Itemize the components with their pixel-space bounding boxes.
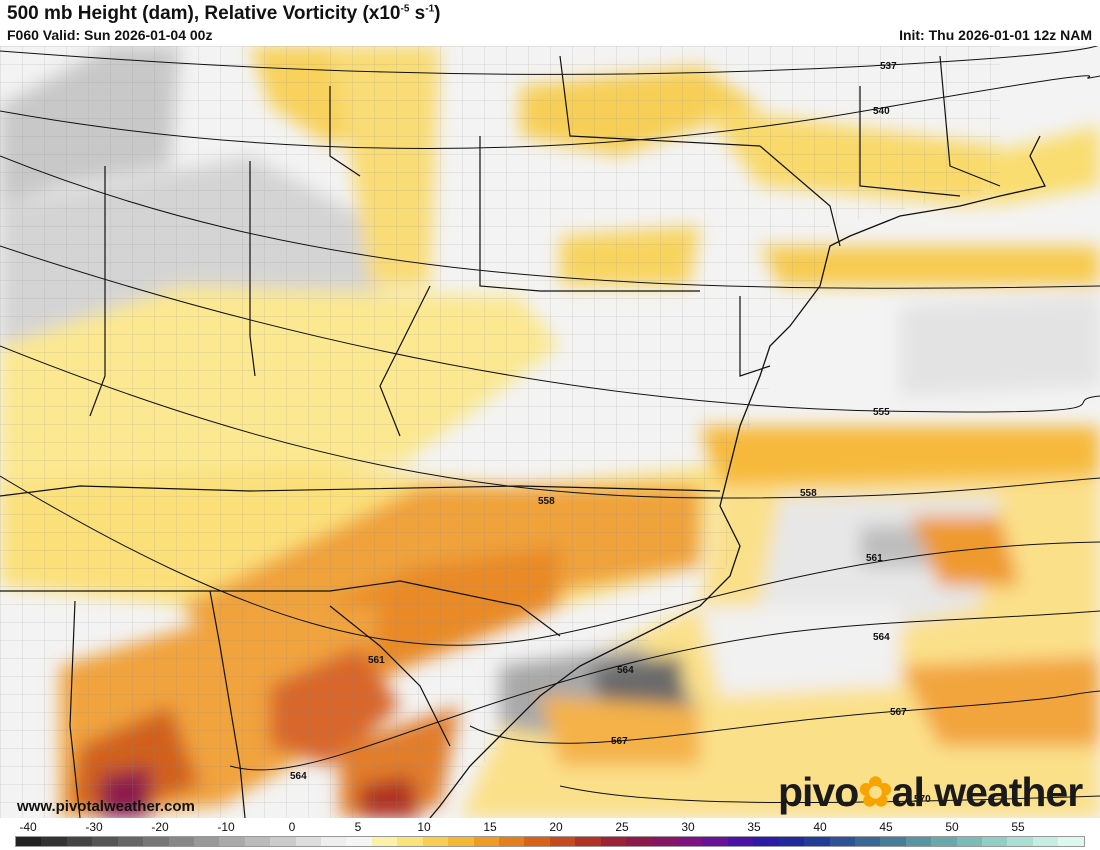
colorbar-tick: 55 (1011, 820, 1025, 834)
colorbar-swatch (143, 837, 169, 846)
contour-label: 564 (290, 771, 307, 782)
pivotal-weather-logo: pivo✿al weather (778, 769, 1083, 815)
colorbar-tick: -30 (85, 820, 103, 834)
colorbar-swatch (676, 837, 703, 846)
header: 500 mb Height (dam), Relative Vorticity … (0, 0, 1100, 46)
colorbar-swatch (448, 837, 474, 846)
colorbar-swatch (193, 837, 220, 846)
colorbar-swatch (117, 837, 144, 846)
colorbar-swatch (854, 837, 881, 846)
colorbar-swatch (982, 837, 1008, 846)
contour-label: 567 (611, 736, 628, 747)
colorbar-tick: 15 (483, 820, 497, 834)
colorbar-tick: 10 (417, 820, 431, 834)
colorbar-tick: 5 (354, 820, 362, 834)
colorbar: -40 -30 -20 -10 0 5 10 15 20 25 30 35 40… (0, 818, 1100, 850)
gear-icon: ✿ (858, 769, 892, 815)
colorbar-tick: 35 (747, 820, 761, 834)
colorbar-swatch (626, 837, 652, 846)
colorbar-swatch (778, 837, 805, 846)
colorbar-tick: 0 (288, 820, 296, 834)
contour-label: 561 (368, 655, 385, 666)
colorbar-tick: 45 (879, 820, 893, 834)
colorbar-swatch (397, 837, 423, 846)
colorbar-tick: 20 (549, 820, 563, 834)
map-canvas: 537 540 555 558 558 561 561 564 564 564 … (0, 46, 1100, 818)
contour-label: 570 (914, 794, 931, 805)
colorbar-swatch (829, 837, 855, 846)
colorbar-swatch (41, 837, 67, 846)
colorbar-swatch (524, 837, 550, 846)
colorbar-swatch (880, 837, 906, 846)
colorbar-swatch (575, 837, 601, 846)
colorbar-swatch (371, 837, 398, 846)
colorbar-swatch (727, 837, 754, 846)
contour-labels: 537 540 555 558 558 561 561 564 564 564 … (290, 61, 931, 805)
colorbar-tick: -20 (151, 820, 169, 834)
colorbar-swatch (321, 837, 347, 846)
colorbar-swatch (931, 837, 957, 846)
colorbar-swatch (219, 837, 245, 846)
colorbar-swatch (168, 837, 194, 846)
colorbar-swatch (1007, 837, 1033, 846)
colorbar-swatch (92, 837, 118, 846)
colorbar-swatch (346, 837, 372, 846)
coastline (429, 135, 1046, 818)
colorbar-tick: -10 (217, 820, 235, 834)
contour-label: 564 (617, 665, 634, 676)
colorbar-swatch (295, 837, 322, 846)
colorbar-swatch (549, 837, 576, 846)
colorbar-swatch (244, 837, 271, 846)
colorbar-tick: 30 (681, 820, 695, 834)
colorbar-swatch (702, 837, 728, 846)
contour-label: 567 (890, 707, 907, 718)
contour-label: 558 (800, 488, 817, 499)
colorbar-swatch (473, 837, 500, 846)
colorbar-tick: 50 (945, 820, 959, 834)
contour-label: 555 (873, 407, 890, 418)
site-url: www.pivotalweather.com (17, 798, 195, 815)
colorbar-swatch (270, 837, 296, 846)
colorbar-ticks: -40 -30 -20 -10 0 5 10 15 20 25 30 35 40… (0, 820, 1100, 834)
contour-label: 561 (866, 553, 883, 564)
height-contours (0, 46, 1100, 804)
valid-time: F060 Valid: Sun 2026-01-04 00z (7, 27, 213, 43)
colorbar-tick: 25 (615, 820, 629, 834)
state-boundaries (0, 55, 1001, 818)
colorbar-swatch (499, 837, 525, 846)
colorbar-swatch (905, 837, 932, 846)
colorbar-strip (15, 836, 1085, 847)
colorbar-swatch (600, 837, 627, 846)
colorbar-swatch (753, 837, 779, 846)
colorbar-tick: 40 (813, 820, 827, 834)
colorbar-swatch (651, 837, 677, 846)
colorbar-tick: -40 (19, 820, 37, 834)
colorbar-swatch (1058, 837, 1084, 846)
colorbar-swatch (956, 837, 983, 846)
map-panel: 537 540 555 558 558 561 561 564 564 564 … (0, 46, 1100, 818)
contour-label: 558 (538, 496, 555, 507)
contour-label: 537 (880, 61, 897, 72)
init-time: Init: Thu 2026-01-01 12z NAM (899, 27, 1092, 43)
colorbar-swatch (66, 837, 93, 846)
page-title: 500 mb Height (dam), Relative Vorticity … (7, 3, 441, 24)
colorbar-swatch (1032, 837, 1059, 846)
colorbar-swatch (16, 837, 42, 846)
contour-label: 540 (873, 106, 890, 117)
contour-label: 564 (873, 632, 890, 643)
colorbar-swatch (422, 837, 449, 846)
colorbar-swatch (804, 837, 830, 846)
